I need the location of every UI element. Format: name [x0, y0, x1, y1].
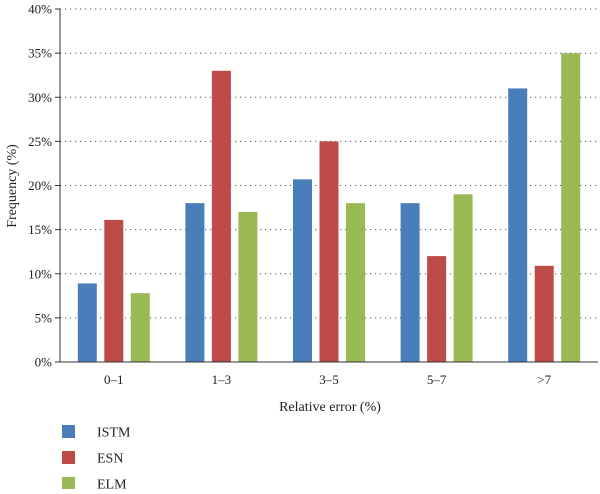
y-tick-label: 30% [28, 90, 52, 105]
y-tick-label: 5% [35, 310, 53, 325]
bar-elm [453, 194, 473, 362]
legend-swatch-elm [62, 477, 75, 490]
bar-istm [77, 283, 97, 362]
bars [77, 53, 581, 363]
legend-label: ESN [97, 452, 123, 467]
y-tick-label: 20% [28, 178, 52, 193]
x-tick-label: 1–3 [212, 372, 232, 387]
legend: ISTM ESN ELM [62, 425, 131, 493]
bar-elm [238, 211, 258, 362]
y-tick-label: 10% [28, 266, 52, 281]
legend-label: ELM [97, 478, 127, 490]
x-tick-label: 5–7 [427, 372, 447, 387]
x-tick-label: 3–5 [319, 372, 339, 387]
y-tick-label: 25% [28, 134, 52, 149]
bar-istm [400, 203, 420, 362]
y-tick-label: 40% [28, 2, 52, 17]
bar-esn [319, 141, 339, 362]
x-tick-label: >7 [537, 372, 551, 387]
axes: 0% 5% 10% 15% 20% 25% 30% 35% 40% 0–1 1–3 3–5 5–7 >7 [28, 2, 598, 387]
x-axis-title: Relative error (%) [279, 400, 381, 415]
legend-swatch-esn [62, 451, 75, 464]
bar-istm [185, 203, 205, 362]
y-tick-label: 0% [35, 355, 53, 370]
bar-istm [293, 179, 312, 362]
bar-elm [561, 53, 581, 362]
bar-esn [427, 256, 447, 362]
bar-istm [508, 88, 528, 363]
bar-esn [104, 219, 124, 362]
bar-elm [130, 293, 150, 362]
y-tick-label: 35% [28, 46, 52, 61]
legend-label: ISTM [97, 426, 131, 441]
legend-swatch-istm [62, 425, 75, 438]
bar-esn [534, 265, 554, 362]
x-tick-label: 0–1 [104, 372, 124, 387]
y-tick-label: 15% [28, 222, 52, 237]
y-axis-title: Frequency (%) [5, 144, 20, 228]
bar-esn [211, 70, 231, 363]
bar-elm [346, 203, 365, 362]
